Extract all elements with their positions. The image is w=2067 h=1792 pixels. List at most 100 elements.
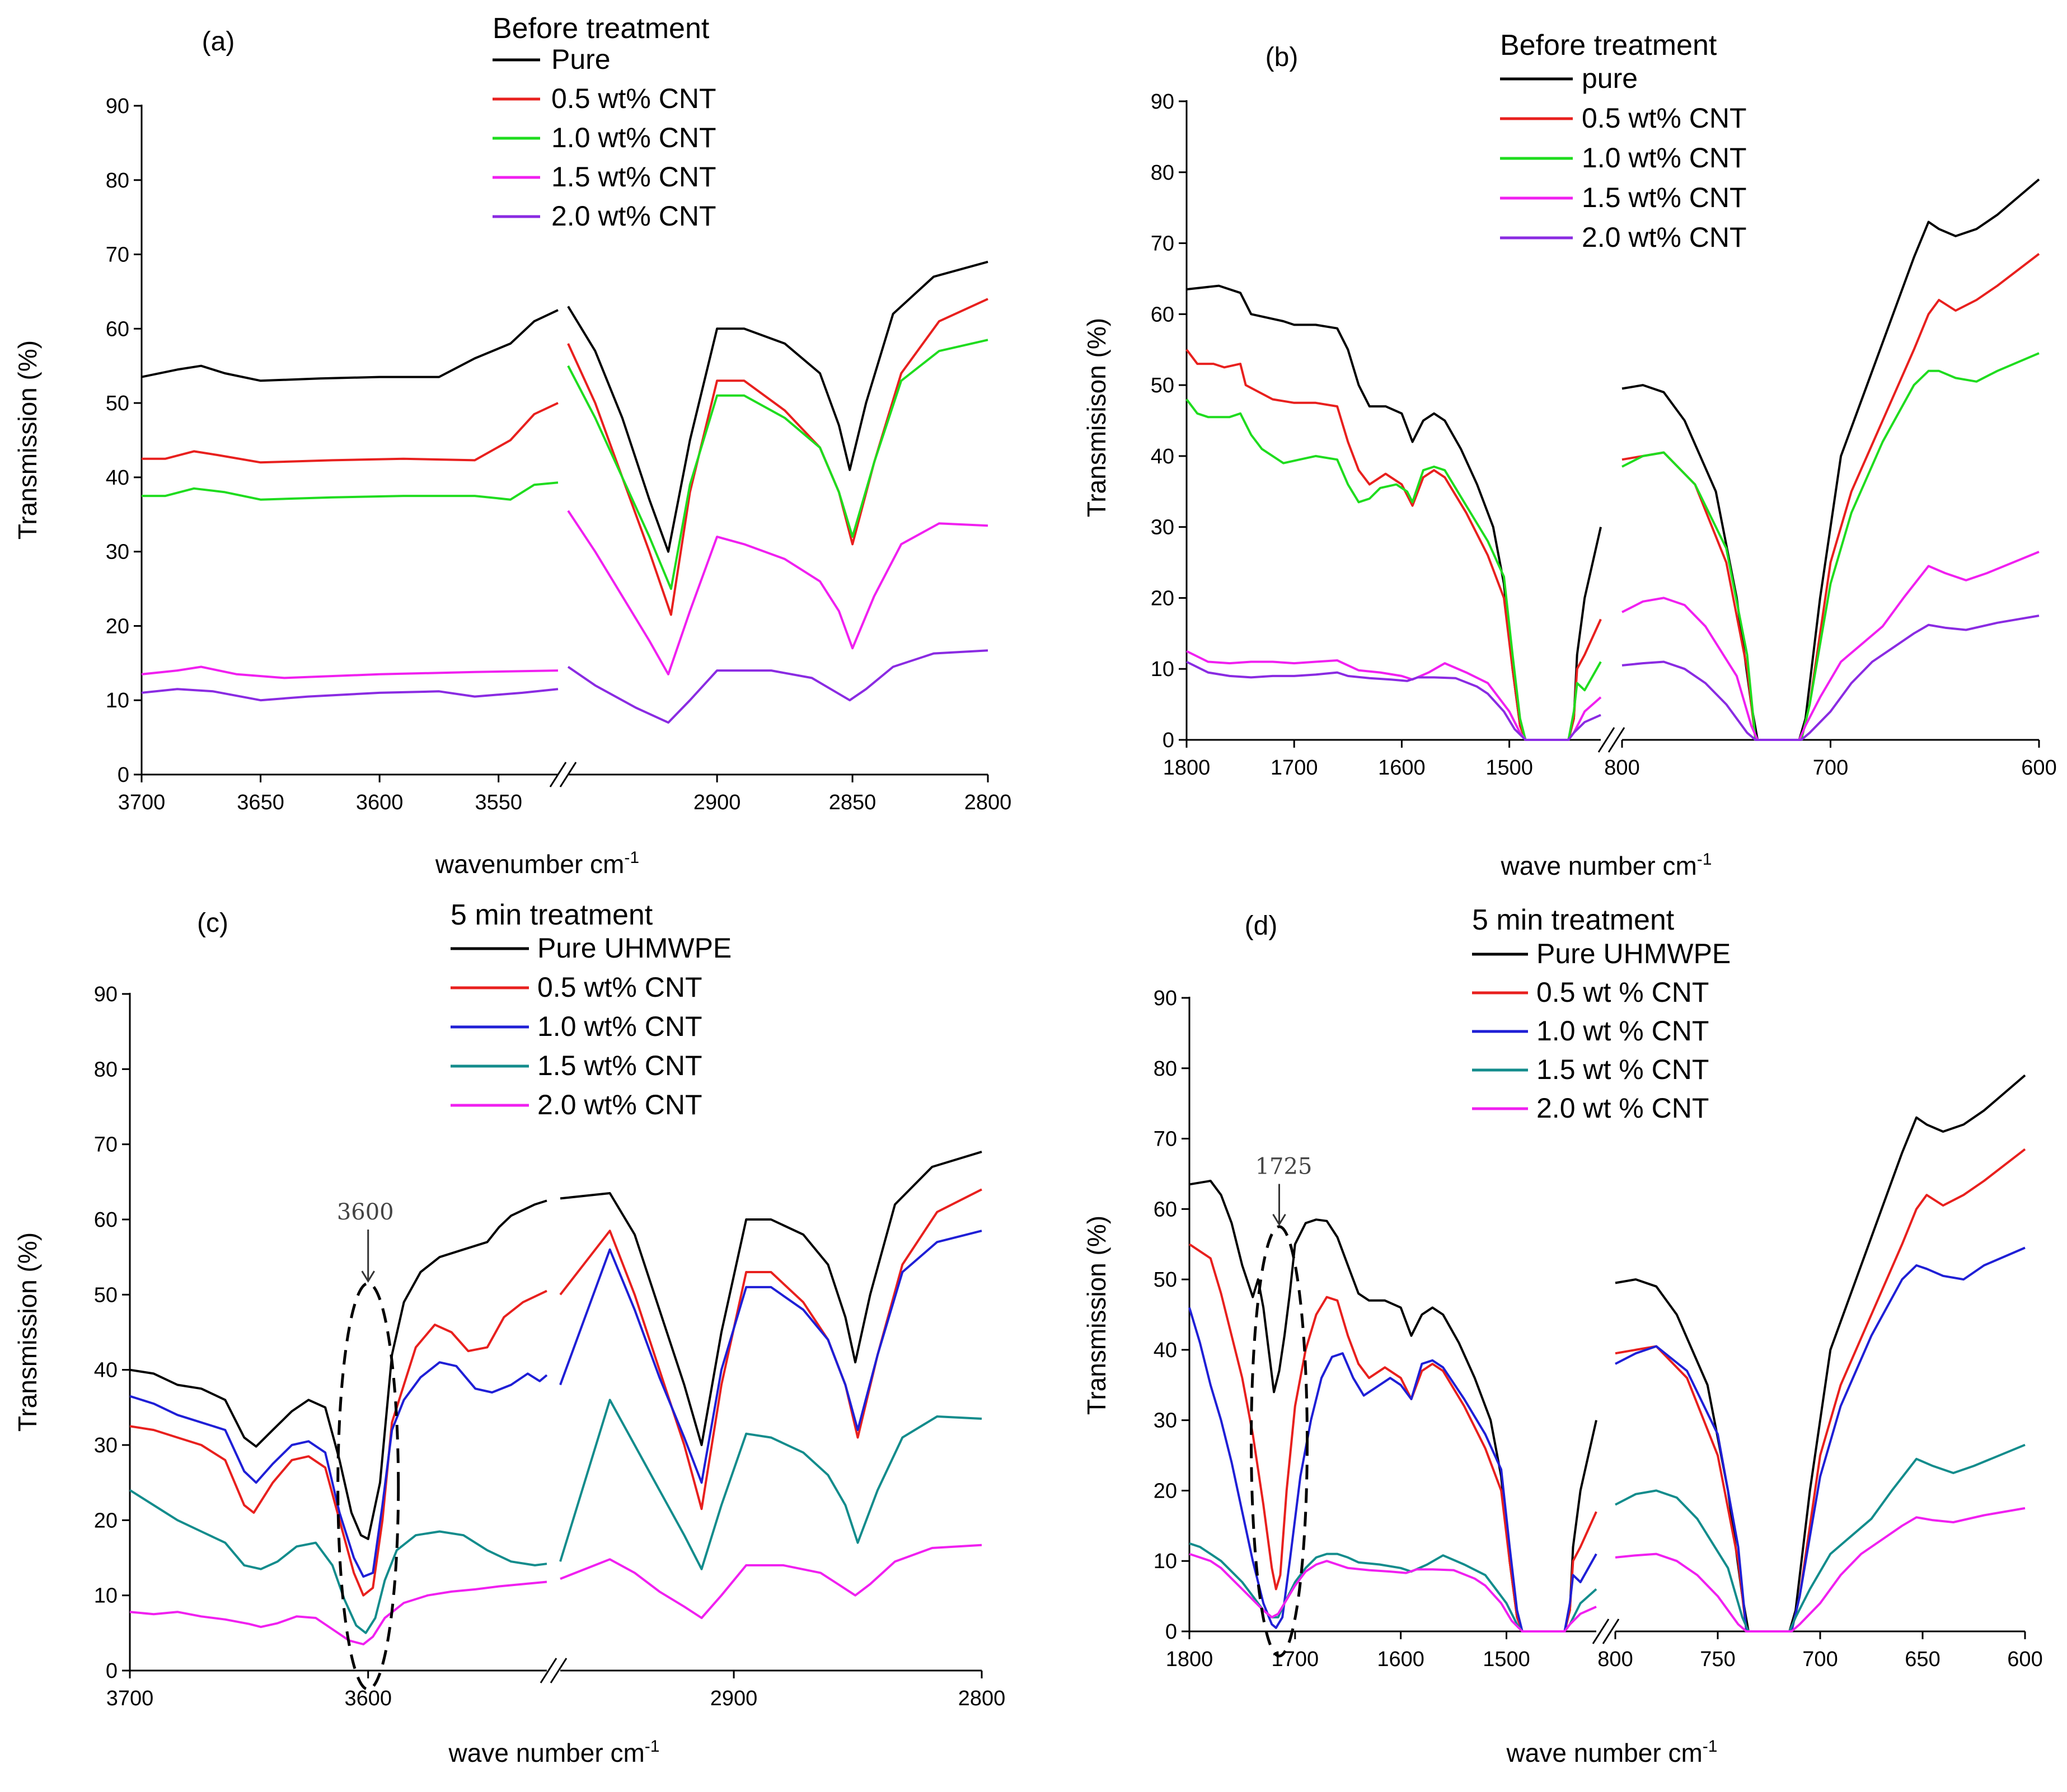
- x-tick-label: 700: [1813, 756, 1848, 780]
- legend-title: Before treatment: [1500, 29, 1717, 62]
- panel-c: 0 10 20 30 40 50 60 70 80 90 3700 3600 2900 2800 Trans…: [13, 899, 1005, 1767]
- y-tick-label: 0: [118, 763, 129, 787]
- series-0: [141, 260, 988, 553]
- y-tick-label: 10: [106, 689, 129, 712]
- y-tick-label: 40: [1151, 445, 1174, 468]
- panel-a: 0 10 20 30 40 50 60 70 80 90 3700 3650 3600 3550 2900 2…: [13, 12, 1011, 879]
- series-0: [129, 1151, 982, 1540]
- y-tick-label: 40: [106, 466, 129, 490]
- series-line: [129, 1289, 547, 1597]
- series-line: [1189, 1552, 1597, 1632]
- x-tick-label: 2900: [710, 1687, 758, 1710]
- axis-break-mark: [1597, 727, 1615, 753]
- series-line: [1615, 1148, 2026, 1632]
- y-tick-label: 60: [1154, 1198, 1177, 1221]
- series-line: [560, 1544, 982, 1619]
- y-axis-title: Transmission (%): [13, 1232, 42, 1432]
- x-tick-label: 2850: [829, 791, 877, 814]
- panel-label: (b): [1265, 43, 1299, 72]
- series-line: [1186, 660, 1601, 741]
- annotation-ellipse: [336, 1282, 400, 1691]
- legend-label: 1.5 wt % CNT: [1536, 1054, 1709, 1085]
- x-tick-label: 650: [1905, 1648, 1940, 1671]
- x-tick-label: 1600: [1378, 756, 1426, 780]
- x-axis-title: wave number cm-1: [448, 1737, 660, 1767]
- legend-label: 0.5 wt % CNT: [1536, 977, 1709, 1008]
- legend-label: 0.5 wt% CNT: [537, 972, 702, 1003]
- series-line: [141, 688, 559, 702]
- annotation-ellipse: [1250, 1225, 1309, 1658]
- legend-label: 1.0 wt% CNT: [551, 122, 716, 153]
- legend-label: 2.0 wt% CNT: [537, 1089, 702, 1120]
- series-3: [141, 510, 988, 679]
- y-tick-label: 30: [94, 1434, 118, 1457]
- y-tick-label: 20: [1154, 1479, 1177, 1503]
- y-tick-label: 70: [1151, 232, 1174, 256]
- series-4: [1186, 614, 2040, 741]
- y-tick-label: 0: [106, 1659, 118, 1683]
- x-tick-label: 800: [1597, 1648, 1633, 1671]
- y-tick-label: 0: [1163, 729, 1174, 752]
- series-line: [142, 481, 559, 501]
- series-line: [129, 1361, 548, 1578]
- y-tick-label: 60: [106, 317, 129, 341]
- legend-label: 0.5 wt% CNT: [1582, 102, 1747, 134]
- x-tick-label: 3700: [106, 1687, 154, 1710]
- x-tick-label: 3650: [237, 791, 284, 814]
- y-tick-label: 80: [1151, 161, 1174, 185]
- series-line: [559, 1399, 982, 1570]
- series-line: [559, 1230, 982, 1484]
- y-tick-label: 70: [1154, 1128, 1177, 1151]
- series-line: [567, 298, 988, 616]
- series-line: [567, 649, 988, 724]
- y-tick-label: 40: [1154, 1339, 1177, 1362]
- series-3: [1186, 551, 2040, 741]
- x-tick-label: 3600: [356, 791, 404, 814]
- series-4: [141, 649, 988, 724]
- series-4: [129, 1544, 982, 1645]
- y-tick-label: 30: [1154, 1409, 1177, 1433]
- legend-label: 0.5 wt% CNT: [551, 83, 716, 114]
- y-tick-label: 10: [1151, 658, 1174, 681]
- series-line: [129, 1199, 547, 1540]
- panel-d: 0 10 20 30 40 50 60 70 80 90 1800 1700 1600 1500 800 75…: [1082, 904, 2043, 1767]
- y-tick-label: 20: [1151, 587, 1174, 610]
- series-line: [1615, 1246, 2026, 1632]
- series-line: [1615, 1074, 2026, 1632]
- series-line: [129, 1580, 547, 1645]
- y-tick-label: 90: [1151, 90, 1174, 114]
- panel-b: 0 10 20 30 40 50 60 70 80 90 1800 1700 1600 1500 800 70…: [1082, 29, 2057, 880]
- x-tick-label: 2800: [964, 791, 1012, 814]
- series-line: [559, 1188, 982, 1510]
- legend-label: Pure UHMWPE: [1536, 938, 1731, 969]
- x-tick-label: 2900: [693, 791, 741, 814]
- x-tick-label: 700: [1802, 1648, 1838, 1671]
- legend-title: Before treatment: [493, 12, 710, 45]
- series-1: [1188, 1148, 2026, 1632]
- y-tick-label: 50: [106, 392, 129, 415]
- series-line: [1621, 178, 2040, 741]
- series-2: [1185, 352, 2040, 741]
- series-line: [141, 665, 559, 679]
- legend-label: 2.0 wt% CNT: [1582, 222, 1747, 253]
- x-tick-label: 600: [2007, 1648, 2042, 1671]
- y-tick-label: 50: [1151, 374, 1174, 397]
- panel-label: (d): [1245, 911, 1278, 941]
- axis-break-mark: [1592, 1619, 1610, 1644]
- legend-title: 5 min treatment: [1472, 904, 1675, 936]
- x-tick-label: 2800: [958, 1687, 1006, 1710]
- y-tick-label: 30: [1151, 516, 1174, 540]
- series-1: [142, 298, 988, 616]
- y-tick-label: 30: [106, 541, 129, 564]
- series-2: [142, 339, 988, 590]
- y-tick-label: 80: [94, 1058, 118, 1081]
- x-tick-label: 1700: [1271, 756, 1318, 780]
- y-tick-label: 60: [94, 1208, 118, 1232]
- y-tick-label: 40: [94, 1359, 118, 1382]
- x-tick-label: 3550: [475, 791, 522, 814]
- x-tick-label: 3600: [344, 1687, 392, 1710]
- series-line: [1189, 1542, 1597, 1632]
- y-tick-label: 80: [106, 169, 129, 193]
- series-line: [1621, 253, 2040, 741]
